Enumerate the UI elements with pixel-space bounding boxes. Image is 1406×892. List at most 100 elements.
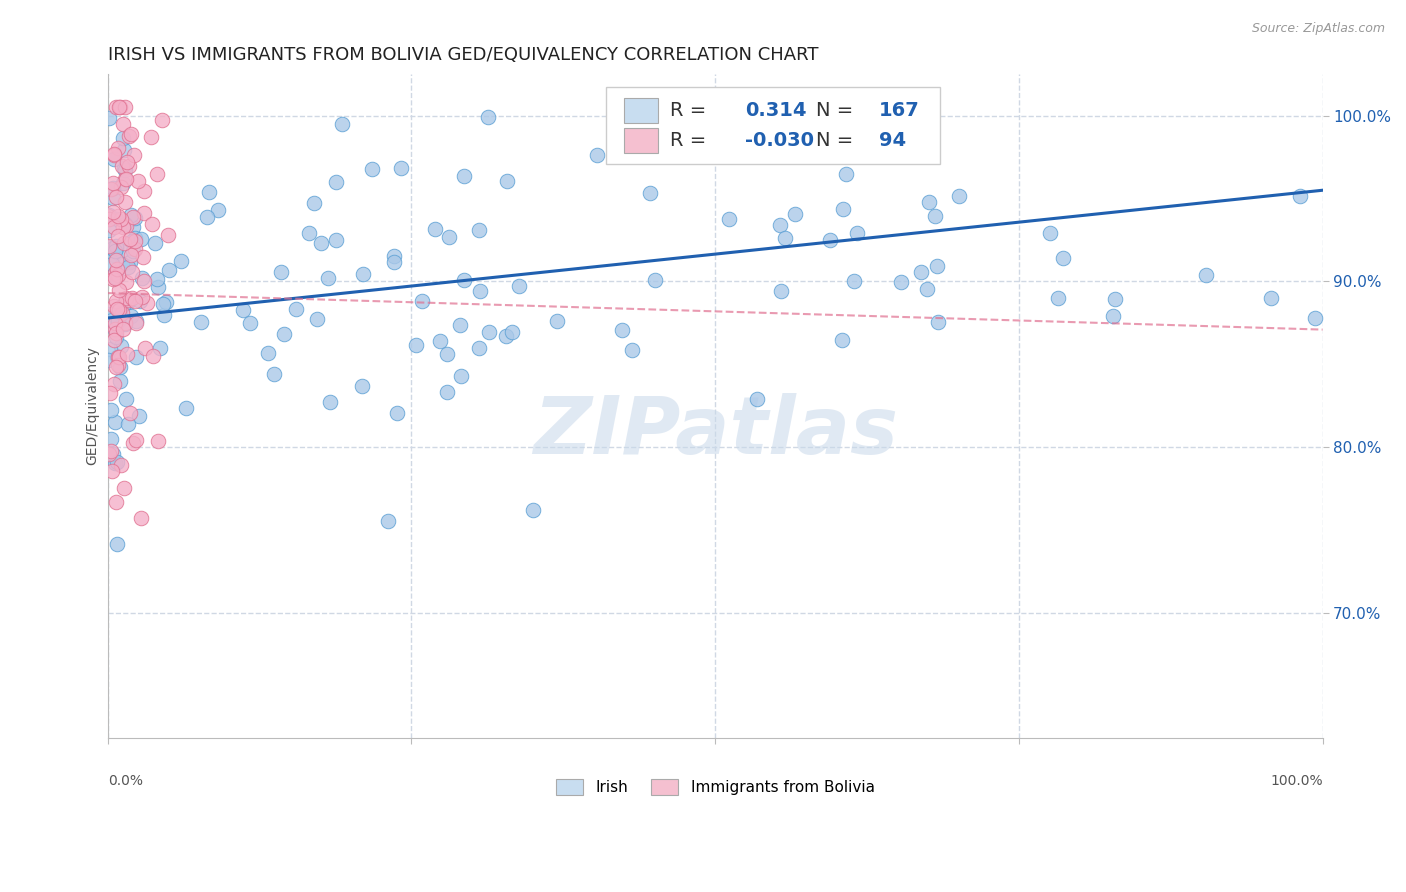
Point [103,456,125,470]
Point [309,236,332,251]
Point [103,205,125,219]
Text: -0.030: -0.030 [745,131,814,150]
Point [132,250,155,264]
Point [924,209,946,223]
Point [787,100,810,114]
Point [108,351,131,365]
Point [122,220,145,235]
Point [468,341,491,355]
Point [124,234,146,248]
Point [450,369,472,384]
Point [845,226,868,240]
Point [270,265,292,279]
Point [411,293,433,308]
Point [773,102,796,116]
Point [1195,268,1218,282]
Point [120,232,142,246]
Point [585,148,607,162]
Point [157,227,180,242]
Point [103,321,125,335]
Point [105,455,128,469]
Point [105,262,128,277]
Point [146,434,169,449]
Point [98,386,121,401]
Point [453,169,475,183]
Point [101,257,124,271]
Point [112,143,135,157]
Y-axis label: GED/Equivalency: GED/Equivalency [86,346,100,466]
Point [927,315,949,329]
Point [129,232,152,246]
Point [284,301,307,316]
Point [107,268,129,282]
Point [170,253,193,268]
Point [115,275,138,289]
Point [97,353,120,368]
Point [107,313,129,327]
Text: N =: N = [815,131,853,150]
Point [112,481,135,495]
Point [437,229,460,244]
Point [103,152,125,166]
Text: R =: R = [671,131,706,150]
Point [121,265,143,279]
Point [107,350,129,364]
Point [124,293,146,308]
Point [105,212,128,227]
Point [105,239,128,253]
Point [436,347,458,361]
Point [382,254,405,268]
Point [1052,252,1074,266]
Point [610,323,633,337]
Point [769,284,792,298]
Point [117,260,139,274]
Point [110,307,132,321]
Point [453,273,475,287]
Point [114,172,136,186]
Point [149,341,172,355]
Point [842,273,865,287]
Point [1289,189,1312,203]
Point [122,148,145,162]
Point [1260,291,1282,305]
Point [118,128,141,143]
Point [107,284,129,298]
Point [114,218,136,232]
Point [832,202,855,216]
Point [382,249,405,263]
Point [478,325,501,339]
Point [105,329,128,343]
Point [713,107,735,121]
Point [120,208,142,222]
Point [105,326,128,340]
Point [496,174,519,188]
Point [132,274,155,288]
Point [108,360,131,375]
Point [948,189,970,203]
Point [111,130,134,145]
Point [104,269,127,284]
Point [111,160,134,174]
Point [818,134,841,148]
Text: 0.314: 0.314 [745,101,807,120]
Point [150,113,173,128]
Point [108,100,131,114]
Point [108,303,131,318]
Point [115,392,138,406]
Point [131,289,153,303]
Point [117,295,139,310]
Point [332,117,354,131]
Point [114,100,136,114]
Point [1102,309,1125,323]
Point [352,378,374,392]
Point [134,185,156,199]
Point [352,267,374,281]
Point [783,207,806,221]
Point [112,296,135,310]
Point [769,219,792,233]
Point [501,326,523,340]
Point [111,257,134,271]
Point [139,129,162,144]
Point [100,444,122,458]
Point [176,401,198,416]
